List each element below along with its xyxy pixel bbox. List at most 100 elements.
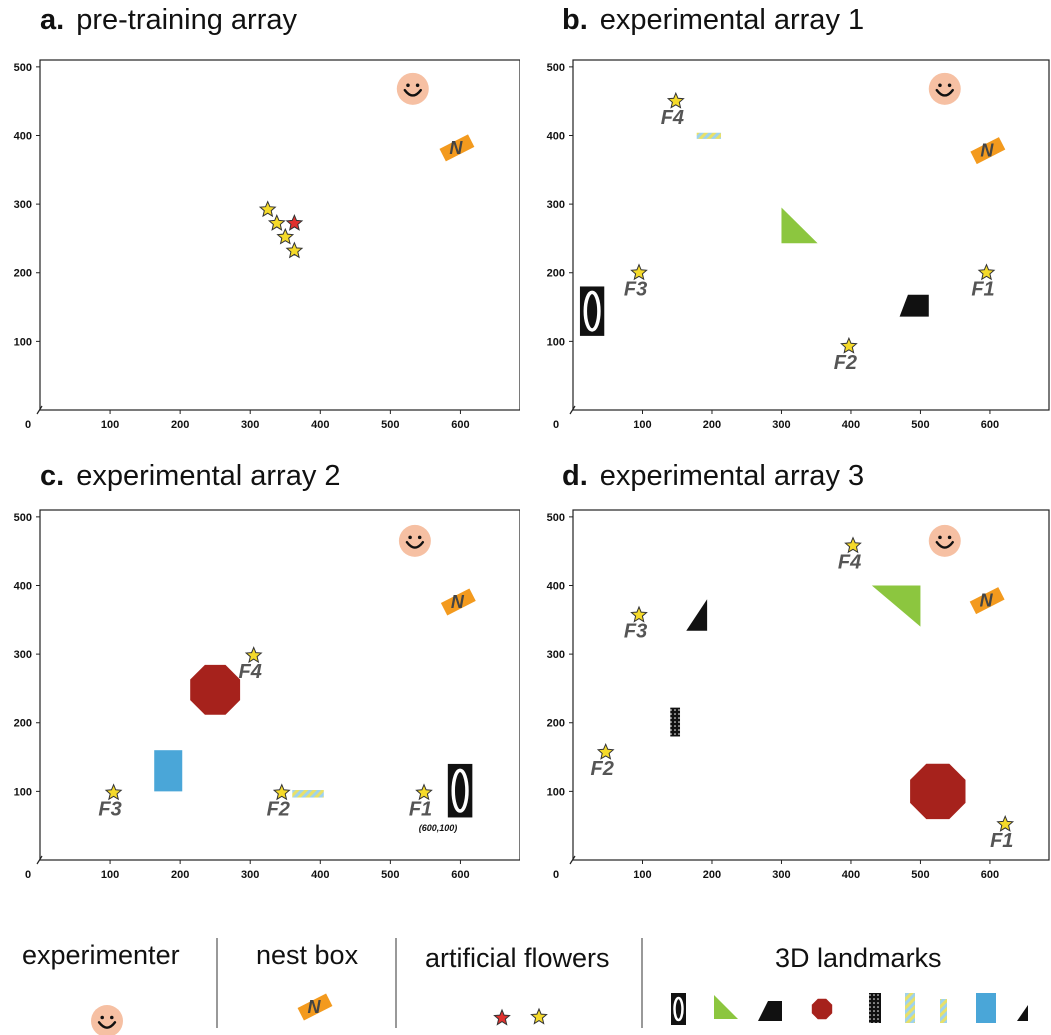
black-trapezoid-landmark xyxy=(899,294,929,317)
legend-striped-landmark-icon xyxy=(905,993,915,1023)
flower-star xyxy=(267,214,286,231)
red-octagon-landmark xyxy=(190,664,241,715)
legend-dotted-landmark-icon xyxy=(869,993,881,1023)
face-eye xyxy=(406,83,410,88)
face-eye xyxy=(417,535,422,540)
coordinate-note: (600,100) xyxy=(419,823,458,833)
flower-star xyxy=(104,783,123,801)
x-tick-label: 200 xyxy=(703,869,721,881)
flower-star xyxy=(996,814,1015,832)
y-tick-label: 500 xyxy=(14,512,32,524)
y-tick-label: 200 xyxy=(14,718,32,730)
face-eye xyxy=(408,535,412,540)
flower-star xyxy=(630,263,648,281)
y-tick-label: 400 xyxy=(14,580,32,592)
panel-c-title: c. experimental array 2 xyxy=(40,460,341,493)
legend-nest-box-icon: N xyxy=(297,993,333,1021)
legend-black-trapezoid-icon xyxy=(758,1001,782,1021)
plot-frame xyxy=(39,509,520,861)
flower-star xyxy=(272,783,291,801)
panel-c-title-text: experimental array 2 xyxy=(76,460,341,492)
legend-red-octagon-icon xyxy=(811,998,833,1020)
x-tick-label: 600 xyxy=(451,869,469,881)
x-tick-label: 100 xyxy=(633,869,651,881)
plot-frame xyxy=(572,59,1050,411)
panel-b-letter: b. xyxy=(562,4,588,36)
face-mouth xyxy=(403,88,422,97)
y-tick-label: 300 xyxy=(14,199,32,211)
nest-box-letter: N xyxy=(980,141,994,161)
legend-icons: N xyxy=(91,993,1028,1035)
y-tick-label: 500 xyxy=(547,512,565,524)
x-tick-label: 600 xyxy=(981,419,999,431)
legend-3d-landmarks-label: 3D landmarks xyxy=(775,943,942,973)
nest-box: N xyxy=(970,137,1006,165)
panel-d-letter: d. xyxy=(562,460,588,492)
y-tick-label: 200 xyxy=(547,718,565,730)
face-eye xyxy=(947,535,952,540)
origin-label: 0 xyxy=(25,869,31,881)
x-tick-label: 200 xyxy=(703,419,721,431)
y-tick-label: 100 xyxy=(547,786,565,798)
flower-star xyxy=(840,336,858,354)
legend-thin-striped-landmark-icon xyxy=(940,999,947,1023)
axis-break xyxy=(569,855,576,865)
flower-star xyxy=(630,605,648,623)
flower-label: F2 xyxy=(834,352,857,374)
legend-experimenter-label: experimenter xyxy=(22,940,180,970)
panel-c-plot: 100 200 300 400 500 600 100 200 300 400 500 0 N F4 F3 F… xyxy=(14,509,520,881)
panel-b-plot: 100 200 300 400 500 600 100 200 300 400 500 0 N F4 F3 F… xyxy=(547,59,1050,431)
flower-label: F1 xyxy=(971,278,994,300)
flower-star xyxy=(258,200,277,218)
origin-label: 0 xyxy=(553,419,559,431)
x-tick-label: 400 xyxy=(842,419,860,431)
nest-box-letter: N xyxy=(308,997,322,1017)
legend-red-star-icon xyxy=(493,1008,511,1026)
y-tick-label: 400 xyxy=(547,130,565,142)
face-eye xyxy=(947,83,952,88)
y-tick-label: 400 xyxy=(14,130,32,142)
flower-label: F3 xyxy=(624,621,647,643)
legend-divider-2 xyxy=(395,938,397,1028)
x-tick-label: 400 xyxy=(842,869,860,881)
face-eye xyxy=(938,535,942,540)
experimenter-face xyxy=(396,72,429,105)
x-tick-label: 200 xyxy=(171,869,189,881)
x-tick-label: 300 xyxy=(772,419,790,431)
nest-box-body xyxy=(970,137,1006,165)
panel-d-title: d. experimental array 3 xyxy=(562,460,864,493)
panel-a-letter: a. xyxy=(40,4,65,36)
nest-box: N xyxy=(440,588,476,616)
face-mouth xyxy=(935,88,954,97)
axis-break xyxy=(569,405,576,415)
nest-box-letter: N xyxy=(451,592,465,612)
face-eye xyxy=(100,1015,104,1020)
red-octagon-landmark xyxy=(910,763,966,820)
x-tick-label: 500 xyxy=(381,419,399,431)
x-tick-label: 300 xyxy=(241,869,259,881)
blue-rectangle-landmark xyxy=(154,750,183,792)
nest-box-body xyxy=(440,588,476,616)
flower-star xyxy=(276,227,295,245)
green-triangle-landmark xyxy=(871,585,921,627)
x-tick-label: 300 xyxy=(772,869,790,881)
nest-box-body xyxy=(297,993,333,1021)
experimenter-face xyxy=(928,72,961,105)
y-tick-label: 100 xyxy=(547,336,565,348)
origin-label: 0 xyxy=(553,869,559,881)
experimenter-face xyxy=(398,524,431,557)
face-mouth xyxy=(97,1021,117,1029)
x-tick-label: 500 xyxy=(911,869,929,881)
face-eye xyxy=(415,83,420,88)
y-tick-label: 300 xyxy=(14,649,32,661)
legend-oval-ring xyxy=(673,996,684,1022)
legend-experimenter-icon xyxy=(91,1005,123,1035)
face-mouth xyxy=(405,540,425,549)
flower-label: F4 xyxy=(661,107,684,129)
striped-landmark xyxy=(292,790,324,798)
striped-landmark xyxy=(696,132,722,139)
nest-box-letter: N xyxy=(980,591,994,611)
legend-green-triangle-icon xyxy=(714,995,738,1019)
green-triangle-landmark xyxy=(781,207,818,244)
flower-label: F1 xyxy=(990,830,1013,852)
